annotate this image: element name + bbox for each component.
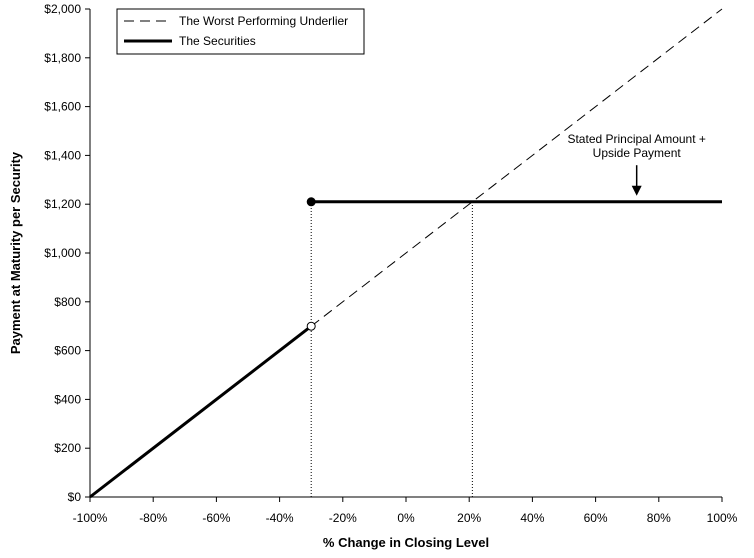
x-tick-label: 20% [457, 511, 481, 525]
x-tick-label: -100% [73, 511, 108, 525]
x-tick-label: -60% [202, 511, 230, 525]
filled-marker [306, 197, 316, 207]
annotation-arrow-head [631, 185, 642, 196]
underlier-dashed-line [310, 8, 723, 327]
y-tick-label: $800 [54, 295, 81, 309]
y-tick-label: $0 [68, 490, 82, 504]
open-marker [306, 321, 316, 331]
x-tick-label: 60% [584, 511, 608, 525]
y-axis-title: Payment at Maturity per Security [8, 151, 23, 354]
series-layer [89, 8, 723, 499]
legend: The Worst Performing Underlier The Secur… [116, 8, 365, 55]
legend-label-underlier: The Worst Performing Underlier [179, 14, 348, 28]
x-tick-label: -80% [139, 511, 167, 525]
x-tick-label: -40% [266, 511, 294, 525]
y-tick-label: $1,400 [44, 148, 81, 162]
x-tick-label: -20% [329, 511, 357, 525]
y-tick-label: $400 [54, 392, 81, 406]
y-tick-label: $1,600 [44, 100, 81, 114]
annotation-line: Stated Principal Amount + [567, 132, 705, 146]
x-tick-label: 40% [520, 511, 544, 525]
x-tick-label: 100% [707, 511, 738, 525]
y-tick-label: $1,200 [44, 197, 81, 211]
y-tick-label: $2,000 [44, 2, 81, 16]
legend-box [116, 8, 365, 55]
securities-line-segment [89, 325, 313, 499]
annotation-line: Upside Payment [593, 146, 682, 160]
annotation-layer: Stated Principal Amount +Upside Payment [567, 132, 706, 196]
x-tick-label: 80% [647, 511, 671, 525]
x-axis-title: % Change in Closing Level [323, 535, 489, 550]
y-tick-label: $1,800 [44, 51, 81, 65]
y-tick-label: $600 [54, 344, 81, 358]
markers [306, 197, 316, 331]
reference-lines [310, 201, 473, 497]
y-tick-label: $1,000 [44, 246, 81, 260]
y-tick-label: $200 [54, 441, 81, 455]
legend-label-securities: The Securities [179, 34, 256, 48]
x-tick-label: 0% [397, 511, 415, 525]
axes: $0 $200 $400 $600 $800 $1,000 $1,200 $1,400 $1,6… [44, 2, 737, 525]
